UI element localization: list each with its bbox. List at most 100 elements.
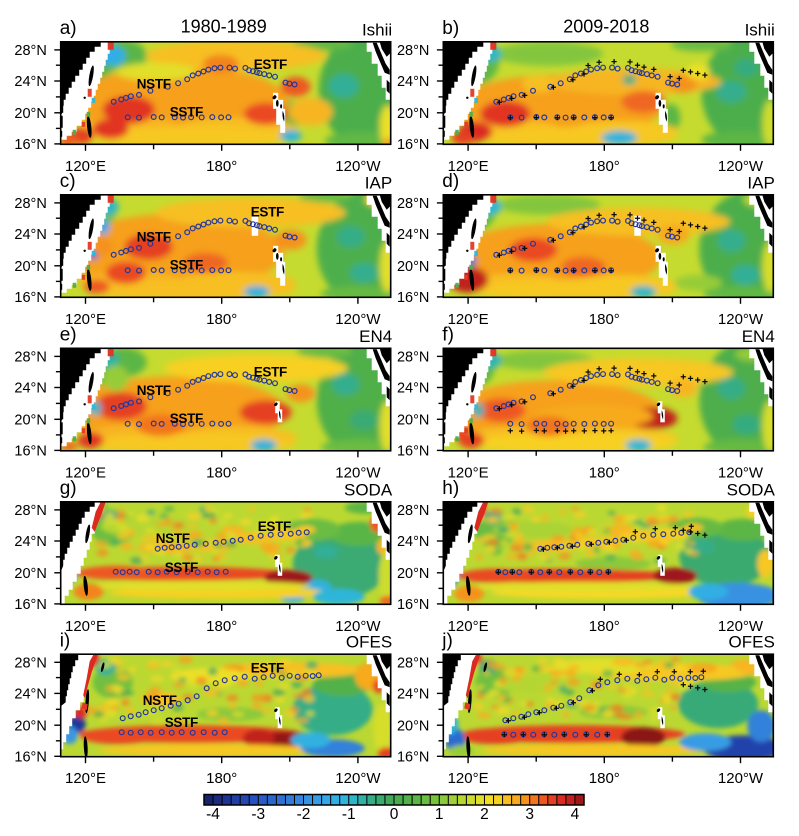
svg-text:20°N: 20°N — [397, 718, 429, 734]
svg-text:g): g) — [60, 478, 77, 499]
svg-text:16°N: 16°N — [397, 750, 429, 766]
svg-text:4: 4 — [571, 806, 580, 823]
svg-text:ESTF: ESTF — [258, 519, 291, 534]
svg-text:EN4: EN4 — [742, 327, 775, 346]
svg-text:20°N: 20°N — [397, 259, 429, 275]
svg-text:24°N: 24°N — [14, 534, 46, 550]
svg-text:i): i) — [60, 630, 71, 651]
svg-text:24°N: 24°N — [397, 74, 429, 90]
svg-text:ESTF: ESTF — [251, 204, 284, 219]
svg-text:16°N: 16°N — [14, 597, 46, 613]
svg-text:28°N: 28°N — [397, 503, 429, 519]
svg-text:120°W: 120°W — [335, 311, 381, 328]
svg-text:-3: -3 — [251, 806, 265, 823]
svg-text:24°N: 24°N — [397, 534, 429, 550]
svg-text:NSTF: NSTF — [156, 531, 190, 546]
svg-text:20°N: 20°N — [397, 566, 429, 582]
svg-text:NSTF: NSTF — [137, 383, 171, 398]
svg-text:SSTF: SSTF — [165, 715, 198, 730]
svg-text:28°N: 28°N — [397, 196, 429, 212]
svg-text:-2: -2 — [297, 806, 311, 823]
svg-text:28°N: 28°N — [14, 43, 46, 59]
svg-text:120°W: 120°W — [335, 618, 381, 635]
svg-text:NSTF: NSTF — [137, 229, 171, 244]
svg-text:0: 0 — [390, 806, 399, 823]
svg-text:180°: 180° — [589, 618, 620, 635]
svg-text:NSTF: NSTF — [137, 76, 171, 91]
svg-text:ESTF: ESTF — [251, 661, 284, 676]
svg-text:IAP: IAP — [365, 173, 392, 192]
svg-text:24°N: 24°N — [14, 687, 46, 703]
svg-text:-1: -1 — [342, 806, 356, 823]
svg-text:h): h) — [442, 478, 459, 499]
svg-text:OFES: OFES — [346, 633, 392, 652]
svg-text:24°N: 24°N — [397, 687, 429, 703]
svg-text:d): d) — [442, 171, 459, 192]
svg-text:16°N: 16°N — [14, 290, 46, 306]
svg-text:3: 3 — [525, 806, 534, 823]
svg-text:24°N: 24°N — [397, 381, 429, 397]
svg-text:20°N: 20°N — [14, 106, 46, 122]
svg-text:120°W: 120°W — [718, 464, 764, 481]
svg-text:180°: 180° — [206, 770, 237, 787]
svg-text:120°E: 120°E — [65, 618, 106, 635]
svg-text:2009-2018: 2009-2018 — [563, 16, 649, 36]
svg-text:24°N: 24°N — [14, 74, 46, 90]
svg-text:e): e) — [60, 324, 77, 345]
svg-text:20°N: 20°N — [397, 413, 429, 429]
svg-text:28°N: 28°N — [14, 503, 46, 519]
svg-text:16°N: 16°N — [14, 137, 46, 153]
svg-text:28°N: 28°N — [14, 350, 46, 366]
svg-text:ESTF: ESTF — [254, 364, 287, 379]
svg-text:SSTF: SSTF — [170, 411, 203, 426]
svg-text:120°W: 120°W — [718, 618, 764, 635]
svg-text:c): c) — [60, 171, 76, 192]
svg-text:16°N: 16°N — [14, 444, 46, 460]
svg-text:20°N: 20°N — [14, 566, 46, 582]
svg-text:180°: 180° — [589, 464, 620, 481]
svg-text:180°: 180° — [589, 770, 620, 787]
svg-text:f): f) — [442, 324, 454, 345]
svg-text:1980-1989: 1980-1989 — [181, 16, 267, 36]
svg-text:24°N: 24°N — [397, 227, 429, 243]
svg-text:28°N: 28°N — [397, 43, 429, 59]
svg-text:180°: 180° — [589, 311, 620, 328]
svg-text:120°E: 120°E — [65, 158, 106, 175]
svg-text:b): b) — [442, 18, 459, 39]
svg-text:120°W: 120°W — [335, 770, 381, 787]
svg-text:28°N: 28°N — [397, 656, 429, 672]
svg-text:OFES: OFES — [729, 633, 775, 652]
svg-text:120°W: 120°W — [335, 464, 381, 481]
svg-text:20°N: 20°N — [14, 259, 46, 275]
svg-text:16°N: 16°N — [397, 290, 429, 306]
svg-text:24°N: 24°N — [14, 381, 46, 397]
svg-text:16°N: 16°N — [397, 597, 429, 613]
svg-text:j): j) — [441, 630, 453, 651]
svg-text:180°: 180° — [589, 158, 620, 175]
svg-text:16°N: 16°N — [14, 750, 46, 766]
svg-text:-4: -4 — [206, 806, 220, 823]
svg-text:120°W: 120°W — [718, 770, 764, 787]
svg-text:120°E: 120°E — [448, 618, 489, 635]
svg-text:180°: 180° — [206, 158, 237, 175]
svg-text:EN4: EN4 — [359, 327, 392, 346]
svg-text:120°W: 120°W — [335, 158, 381, 175]
svg-text:20°N: 20°N — [14, 413, 46, 429]
svg-text:16°N: 16°N — [397, 137, 429, 153]
svg-text:120°E: 120°E — [448, 770, 489, 787]
svg-text:20°N: 20°N — [14, 718, 46, 734]
svg-text:IAP: IAP — [747, 173, 774, 192]
svg-text:120°E: 120°E — [65, 311, 106, 328]
svg-text:180°: 180° — [206, 618, 237, 635]
svg-text:1: 1 — [435, 806, 444, 823]
svg-text:Ishii: Ishii — [362, 20, 392, 39]
svg-text:SODA: SODA — [727, 480, 776, 499]
svg-text:SSTF: SSTF — [170, 104, 203, 119]
svg-text:Ishii: Ishii — [745, 20, 775, 39]
svg-text:28°N: 28°N — [14, 196, 46, 212]
svg-text:16°N: 16°N — [397, 444, 429, 460]
svg-text:2: 2 — [480, 806, 489, 823]
svg-text:28°N: 28°N — [397, 350, 429, 366]
svg-text:120°E: 120°E — [65, 464, 106, 481]
svg-text:120°E: 120°E — [65, 770, 106, 787]
